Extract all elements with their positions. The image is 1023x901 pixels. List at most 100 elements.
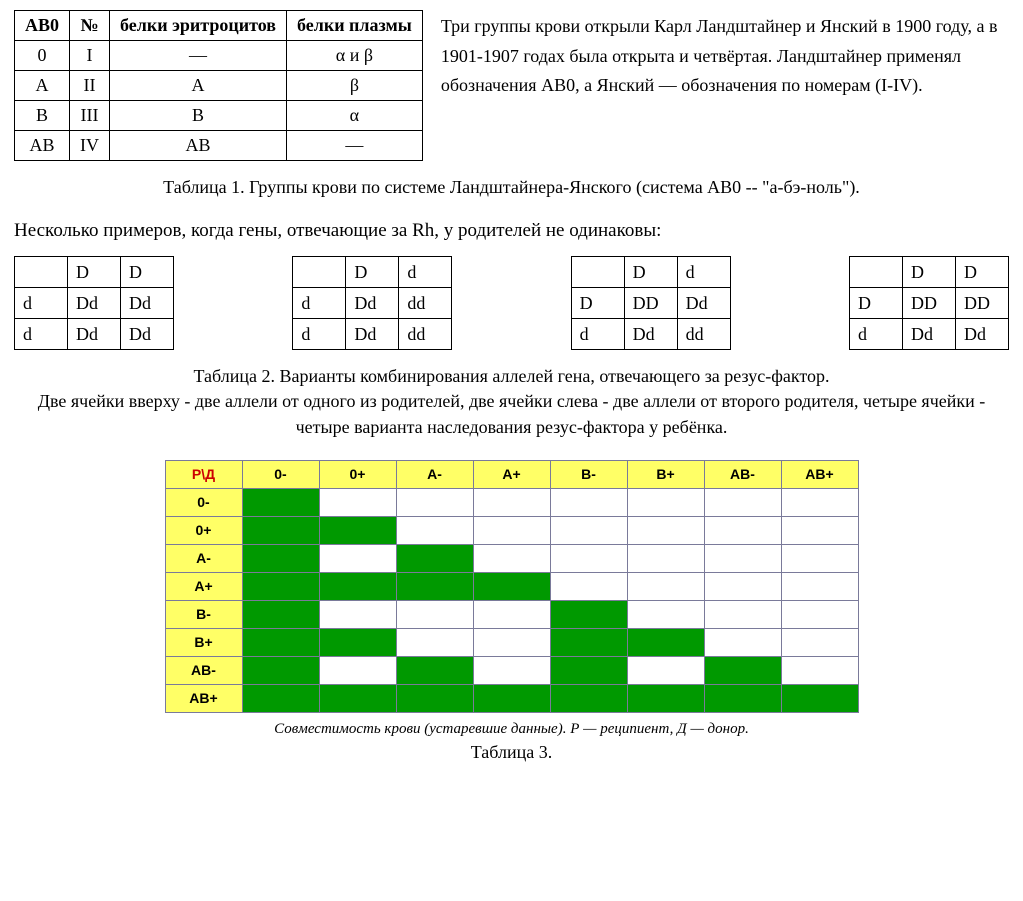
compat-row-header: AB+ — [165, 684, 242, 712]
table1-side-text: Три группы крови открыли Карл Ландштайне… — [441, 10, 1009, 101]
punnett-table: DddDddddDddd — [292, 256, 452, 350]
compat-cell — [550, 572, 627, 600]
compat-row-header: B+ — [165, 628, 242, 656]
compat-col-header: A- — [396, 460, 473, 488]
compat-cell — [473, 684, 550, 712]
compat-italic-caption: Совместимость крови (устаревшие данные).… — [14, 721, 1009, 738]
ab0-h0: AB0 — [15, 11, 70, 41]
compat-cell — [396, 600, 473, 628]
compat-cell — [550, 544, 627, 572]
compat-cell — [473, 628, 550, 656]
compat-cell — [704, 656, 781, 684]
compat-cell — [704, 684, 781, 712]
compat-cell — [319, 488, 396, 516]
compat-col-header: 0- — [242, 460, 319, 488]
compat-cell — [396, 572, 473, 600]
ab0-h1: № — [70, 11, 110, 41]
compat-cell — [550, 488, 627, 516]
compat-cell — [473, 516, 550, 544]
compat-row-header: A+ — [165, 572, 242, 600]
compat-cell — [396, 656, 473, 684]
compat-cell — [781, 600, 858, 628]
compat-cell — [704, 516, 781, 544]
compat-cell — [396, 488, 473, 516]
punnett-cell — [571, 257, 624, 288]
punnett-cell: d — [15, 319, 68, 350]
compat-row-header: B- — [165, 600, 242, 628]
table1-caption: Таблица 1. Группы крови по системе Ландш… — [14, 175, 1009, 200]
punnett-cell: D — [121, 257, 174, 288]
compat-cell — [319, 572, 396, 600]
compat-cell — [319, 544, 396, 572]
compat-cell — [396, 628, 473, 656]
ab0-h3: белки плазмы — [286, 11, 422, 41]
compat-corner: Р\Д — [165, 460, 242, 488]
compat-cell — [627, 544, 704, 572]
punnett-cell — [293, 257, 346, 288]
compat-col-header: 0+ — [319, 460, 396, 488]
compat-cell — [627, 488, 704, 516]
punnett-cell: Dd — [346, 319, 399, 350]
compat-cell — [781, 628, 858, 656]
compat-cell — [704, 600, 781, 628]
compat-cell — [396, 684, 473, 712]
compat-cell — [550, 516, 627, 544]
punnett-cell: D — [68, 257, 121, 288]
punnett-cell: Dd — [902, 319, 955, 350]
compat-cell — [473, 600, 550, 628]
compat-cell — [627, 516, 704, 544]
compat-cell — [396, 516, 473, 544]
compat-cell — [704, 488, 781, 516]
punnett-cell: d — [849, 319, 902, 350]
punnett-table: DDdDdDddDdDd — [14, 256, 174, 350]
compat-cell — [242, 628, 319, 656]
punnett-cell: d — [293, 288, 346, 319]
compat-cell — [627, 684, 704, 712]
punnett-intro: Несколько примеров, когда гены, отвечающ… — [14, 220, 1009, 242]
compat-cell — [473, 656, 550, 684]
punnett-cell: D — [346, 257, 399, 288]
compat-row-header: A- — [165, 544, 242, 572]
compat-cell — [627, 628, 704, 656]
table3-label: Таблица 3. — [14, 742, 1009, 763]
compat-cell — [627, 656, 704, 684]
table1-section: AB0 № белки эритроцитов белки плазмы 0 I… — [14, 10, 1009, 161]
punnett-row: DDdDdDddDdDdDddDddddDdddDdDDDDddDdddDDDD… — [14, 256, 1009, 350]
ab0-table: AB0 № белки эритроцитов белки плазмы 0 I… — [14, 10, 423, 161]
compat-cell — [242, 684, 319, 712]
compat-col-header: AB- — [704, 460, 781, 488]
ab0-row: A II A β — [15, 71, 423, 101]
compat-row-header: 0- — [165, 488, 242, 516]
punnett-cell: dd — [677, 319, 730, 350]
compat-cell — [627, 600, 704, 628]
punnett-cell: D — [624, 257, 677, 288]
compat-col-header: AB+ — [781, 460, 858, 488]
compat-cell — [781, 656, 858, 684]
punnett-cell: d — [677, 257, 730, 288]
compat-cell — [781, 572, 858, 600]
punnett-cell: dd — [399, 319, 452, 350]
compat-cell — [781, 516, 858, 544]
compat-cell — [319, 628, 396, 656]
ab0-h2: белки эритроцитов — [110, 11, 287, 41]
punnett-cell: Dd — [677, 288, 730, 319]
compat-cell — [550, 656, 627, 684]
compat-cell — [781, 544, 858, 572]
punnett-cell: Dd — [346, 288, 399, 319]
compat-col-header: B- — [550, 460, 627, 488]
punnett-cell: D — [849, 288, 902, 319]
table2-caption: Таблица 2. Варианты комбинирования аллел… — [14, 364, 1009, 440]
punnett-cell: DD — [902, 288, 955, 319]
compat-cell — [242, 656, 319, 684]
compat-cell — [319, 516, 396, 544]
punnett-cell: d — [571, 319, 624, 350]
compat-cell — [550, 628, 627, 656]
compat-table: Р\Д0-0+A-A+B-B+AB-AB+0-0+A-A+B-B+AB-AB+ — [165, 460, 859, 713]
compat-cell — [242, 544, 319, 572]
ab0-row: B III B α — [15, 101, 423, 131]
ab0-row: 0 I — α и β — [15, 41, 423, 71]
compat-cell — [242, 600, 319, 628]
compat-col-header: A+ — [473, 460, 550, 488]
compat-row-header: 0+ — [165, 516, 242, 544]
punnett-cell: D — [955, 257, 1008, 288]
